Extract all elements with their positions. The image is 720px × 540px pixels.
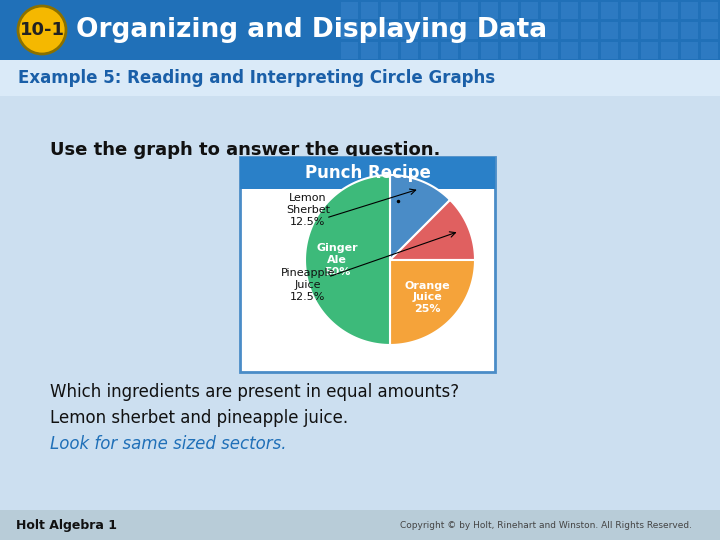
- Bar: [341, 42, 358, 59]
- Bar: [541, 42, 558, 59]
- Bar: [441, 2, 458, 19]
- Bar: [601, 42, 618, 59]
- Bar: [461, 2, 478, 19]
- Bar: [361, 2, 378, 19]
- Bar: [461, 42, 478, 59]
- Bar: [641, 2, 658, 19]
- Polygon shape: [305, 175, 390, 345]
- Text: Lemon sherbet and pineapple juice.: Lemon sherbet and pineapple juice.: [50, 409, 348, 427]
- Bar: [621, 2, 638, 19]
- Bar: [681, 2, 698, 19]
- Bar: [401, 22, 418, 39]
- Bar: [501, 22, 518, 39]
- Bar: [240, 157, 495, 189]
- Bar: [0, 510, 720, 540]
- Bar: [361, 22, 378, 39]
- Bar: [481, 22, 498, 39]
- Bar: [561, 42, 578, 59]
- Bar: [421, 2, 438, 19]
- Bar: [581, 2, 598, 19]
- Bar: [421, 42, 438, 59]
- Bar: [381, 2, 398, 19]
- Bar: [0, 0, 720, 60]
- Bar: [641, 22, 658, 39]
- Bar: [581, 22, 598, 39]
- Bar: [661, 42, 678, 59]
- Bar: [601, 22, 618, 39]
- Text: Pineapple
Juice
12.5%: Pineapple Juice 12.5%: [281, 268, 336, 302]
- Polygon shape: [390, 200, 475, 260]
- Bar: [341, 22, 358, 39]
- Polygon shape: [390, 175, 450, 260]
- Bar: [621, 42, 638, 59]
- Bar: [701, 2, 718, 19]
- Bar: [240, 157, 495, 372]
- Text: Which ingredients are present in equal amounts?: Which ingredients are present in equal a…: [50, 383, 459, 401]
- Bar: [541, 2, 558, 19]
- Bar: [381, 22, 398, 39]
- Bar: [661, 2, 678, 19]
- Bar: [661, 22, 678, 39]
- Bar: [561, 2, 578, 19]
- Text: Holt Algebra 1: Holt Algebra 1: [16, 518, 117, 531]
- Text: 10-1: 10-1: [19, 21, 65, 39]
- Bar: [521, 2, 538, 19]
- Bar: [341, 2, 358, 19]
- Bar: [701, 22, 718, 39]
- Bar: [501, 2, 518, 19]
- Bar: [441, 22, 458, 39]
- Bar: [561, 22, 578, 39]
- Bar: [621, 22, 638, 39]
- Bar: [541, 22, 558, 39]
- Text: Example 5: Reading and Interpreting Circle Graphs: Example 5: Reading and Interpreting Circ…: [18, 69, 495, 87]
- Circle shape: [18, 6, 66, 54]
- Bar: [641, 42, 658, 59]
- Bar: [581, 42, 598, 59]
- Bar: [521, 22, 538, 39]
- Bar: [701, 42, 718, 59]
- Bar: [521, 42, 538, 59]
- Bar: [601, 2, 618, 19]
- Bar: [461, 22, 478, 39]
- Text: Use the graph to answer the question.: Use the graph to answer the question.: [50, 141, 441, 159]
- Text: Punch Recipe: Punch Recipe: [305, 164, 431, 182]
- Bar: [501, 42, 518, 59]
- Bar: [361, 42, 378, 59]
- Bar: [681, 22, 698, 39]
- Bar: [481, 42, 498, 59]
- Text: Ginger
Ale
50%: Ginger Ale 50%: [317, 244, 358, 276]
- Bar: [0, 60, 720, 96]
- Bar: [401, 2, 418, 19]
- Bar: [421, 22, 438, 39]
- Bar: [381, 42, 398, 59]
- Text: Lemon
Sherbet
12.5%: Lemon Sherbet 12.5%: [286, 193, 330, 227]
- Text: Copyright © by Holt, Rinehart and Winston. All Rights Reserved.: Copyright © by Holt, Rinehart and Winsto…: [400, 521, 692, 530]
- Bar: [401, 42, 418, 59]
- Bar: [481, 2, 498, 19]
- Text: Look for same sized sectors.: Look for same sized sectors.: [50, 435, 287, 453]
- Polygon shape: [390, 260, 475, 345]
- Text: Orange
Juice
25%: Orange Juice 25%: [405, 281, 450, 314]
- Bar: [441, 42, 458, 59]
- Text: Organizing and Displaying Data: Organizing and Displaying Data: [76, 17, 547, 43]
- Bar: [681, 42, 698, 59]
